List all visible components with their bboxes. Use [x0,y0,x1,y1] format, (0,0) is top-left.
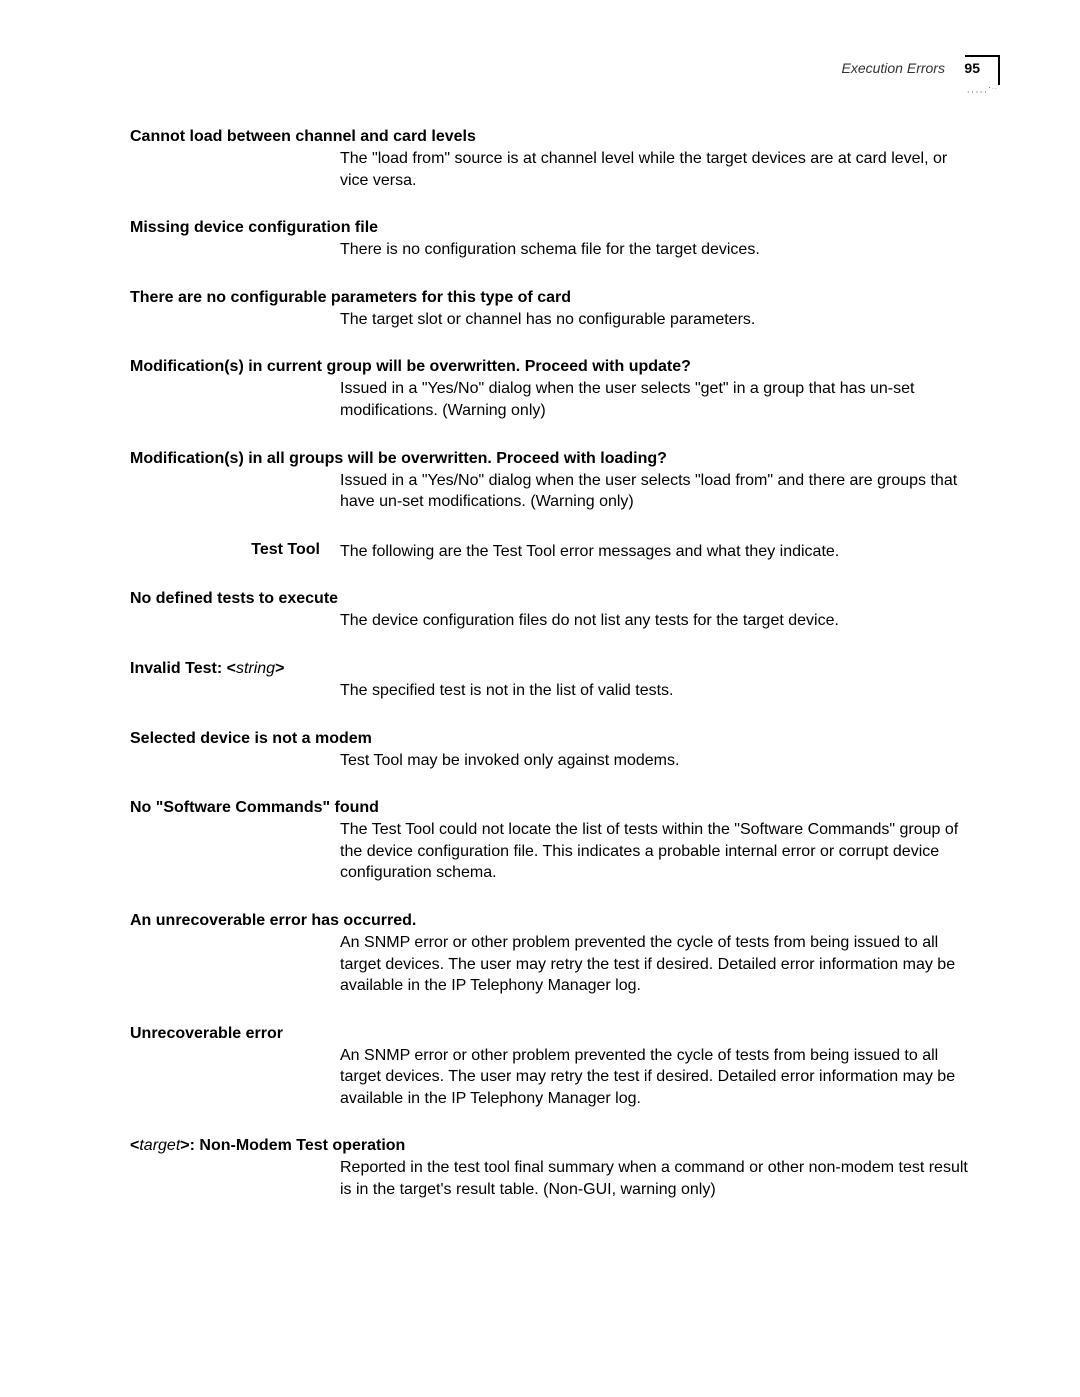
heading-prefix: < [130,1137,139,1154]
heading-suffix: >: Non-Modem Test operation [180,1137,405,1154]
error-body: The "load from" source is at channel lev… [340,148,980,191]
error-heading: Modification(s) in all groups will be ov… [130,450,980,468]
error-body: An SNMP error or other problem prevented… [340,932,980,997]
header-corner-decoration [965,55,1000,85]
error-heading: No "Software Commands" found [130,799,980,817]
error-entry: Cannot load between channel and card lev… [130,128,980,191]
error-entry: No "Software Commands" found The Test To… [130,799,980,884]
heading-prefix: Invalid Test: < [130,660,236,677]
error-entry: Unrecoverable error An SNMP error or oth… [130,1025,980,1110]
error-body: The device configuration files do not li… [340,610,980,632]
error-entry: Modification(s) in all groups will be ov… [130,450,980,513]
error-body: The target slot or channel has no config… [340,309,980,331]
error-body: Reported in the test tool final summary … [340,1157,980,1200]
error-heading: <target>: Non-Modem Test operation [130,1137,980,1155]
error-heading: An unrecoverable error has occurred. [130,912,980,930]
error-heading: There are no configurable parameters for… [130,289,980,307]
error-entry: No defined tests to execute The device c… [130,590,980,632]
error-heading: Invalid Test: <string> [130,660,980,678]
header-dots-decoration: ········ [967,82,998,97]
error-heading: Modification(s) in current group will be… [130,358,980,376]
error-entry: Invalid Test: <string> The specified tes… [130,660,980,702]
heading-suffix: > [275,660,284,677]
error-heading: Missing device configuration file [130,219,980,237]
error-body: Issued in a "Yes/No" dialog when the use… [340,470,980,513]
section-label-left: Test Tool [130,541,340,563]
error-body: Issued in a "Yes/No" dialog when the use… [340,378,980,421]
error-body: There is no configuration schema file fo… [340,239,980,261]
error-entry: An unrecoverable error has occurred. An … [130,912,980,997]
error-entry: Selected device is not a modem Test Tool… [130,730,980,772]
page-header: Execution Errors 95 ········ [130,60,980,78]
error-heading: No defined tests to execute [130,590,980,608]
error-heading: Cannot load between channel and card lev… [130,128,980,146]
error-body: Test Tool may be invoked only against mo… [340,750,980,772]
error-body: The specified test is not in the list of… [340,680,980,702]
error-entry: There are no configurable parameters for… [130,289,980,331]
error-heading: Unrecoverable error [130,1025,980,1043]
error-entry: <target>: Non-Modem Test operation Repor… [130,1137,980,1200]
error-heading: Selected device is not a modem [130,730,980,748]
section-label-right: The following are the Test Tool error me… [340,541,980,563]
heading-var: target [139,1137,180,1154]
error-body: The Test Tool could not locate the list … [340,819,980,884]
error-entry: Modification(s) in current group will be… [130,358,980,421]
error-body: An SNMP error or other problem prevented… [340,1045,980,1110]
section-label-row: Test Tool The following are the Test Too… [130,541,980,563]
header-title: Execution Errors [841,60,944,76]
heading-var: string [236,660,275,677]
error-entry: Missing device configuration file There … [130,219,980,261]
